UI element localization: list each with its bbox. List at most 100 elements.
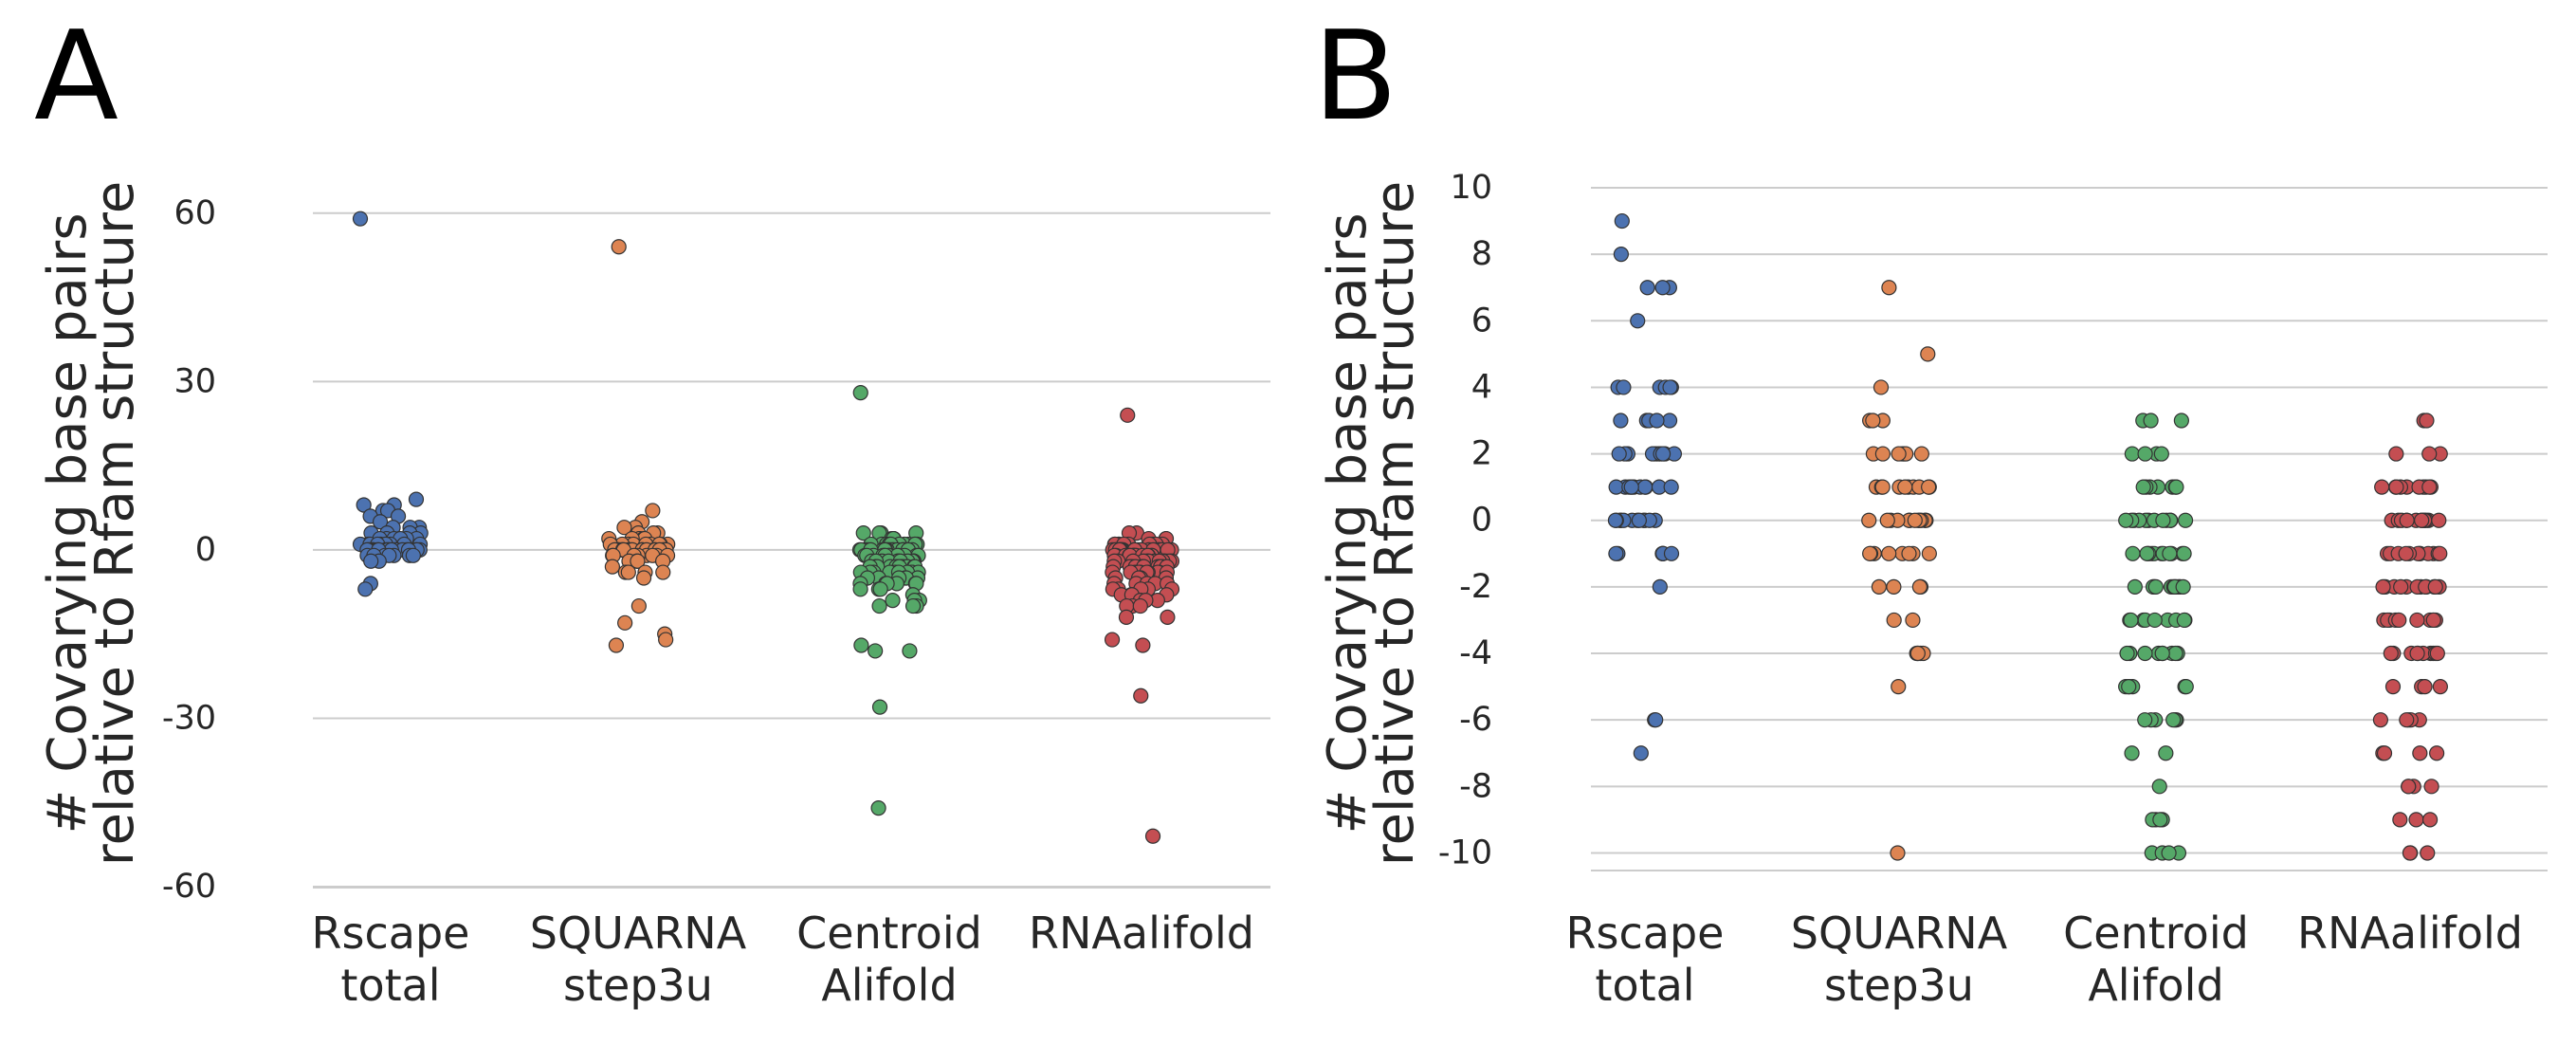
- data-point: [1608, 545, 1624, 561]
- data-point: [1890, 845, 1906, 861]
- data-point: [408, 491, 425, 507]
- data-point: [2151, 779, 2167, 795]
- data-point: [1654, 280, 1671, 296]
- x-tick-label-line: Alifold: [821, 960, 957, 1011]
- data-point: [2135, 479, 2151, 495]
- data-point: [1886, 578, 1902, 595]
- data-point: [2417, 678, 2433, 695]
- x-tick-label-line: step3u: [563, 960, 713, 1011]
- data-point: [1663, 545, 1680, 561]
- data-point: [2139, 545, 2155, 561]
- data-point: [1631, 512, 1647, 528]
- x-tick-label-line: Centroid: [2063, 908, 2249, 959]
- data-point: [1907, 512, 1923, 528]
- data-point: [2429, 645, 2445, 662]
- y-tick-label: -4: [1459, 634, 1492, 672]
- data-point: [2398, 545, 2414, 561]
- data-point: [2167, 645, 2183, 662]
- data-point: [2155, 512, 2171, 528]
- data-point: [1652, 578, 1668, 595]
- y-tick-label: 0: [195, 531, 216, 569]
- data-point: [1865, 412, 1881, 429]
- data-point: [1654, 446, 1672, 462]
- data-point: [872, 581, 888, 597]
- data-point: [2421, 812, 2439, 828]
- data-point: [2137, 712, 2153, 728]
- data-point: [2421, 479, 2438, 495]
- data-point: [2161, 845, 2177, 861]
- data-point: [2375, 578, 2391, 595]
- data-point: [885, 593, 901, 609]
- data-point: [1921, 545, 1937, 561]
- x-tick-label-line: SQUARNA: [1791, 908, 2008, 959]
- data-point: [1614, 212, 1630, 229]
- data-point: [1920, 346, 1936, 362]
- data-point: [1874, 479, 1891, 495]
- data-point: [1630, 313, 1646, 329]
- panel-letter-a: A: [34, 4, 119, 148]
- y-tick-label: 4: [1471, 368, 1492, 406]
- data-point: [1613, 412, 1629, 429]
- data-point: [2178, 678, 2194, 695]
- data-point: [852, 581, 868, 597]
- data-point: [2409, 612, 2425, 629]
- x-tick-label-line: Rscape: [1566, 908, 1725, 959]
- x-tick-label-line: step3u: [1824, 960, 1974, 1011]
- data-point: [1897, 479, 1913, 495]
- panel-a: A 60 30 0 -30 -60 # Covarying base pairsrelat…: [34, 4, 1270, 1011]
- data-point: [2402, 845, 2419, 861]
- data-point: [2125, 545, 2141, 561]
- data-point: [2388, 446, 2404, 462]
- data-point: [2393, 578, 2409, 595]
- data-point: [2175, 578, 2191, 595]
- data-point: [2137, 446, 2153, 462]
- data-point: [405, 547, 421, 563]
- data-point: [363, 553, 379, 569]
- data-point: [1862, 545, 1878, 561]
- data-point: [2408, 812, 2424, 828]
- data-point: [2123, 612, 2139, 629]
- data-point: [2147, 612, 2163, 629]
- data-point: [616, 520, 632, 536]
- data-point: [1613, 247, 1629, 263]
- data-point: [1921, 479, 1937, 495]
- data-point: [1891, 678, 1907, 695]
- data-point: [1118, 609, 1135, 626]
- data-point: [1879, 512, 1895, 528]
- y-tick-label: -2: [1459, 568, 1492, 606]
- y-tick-label: 6: [1471, 302, 1492, 339]
- x-tick-label: SQUARNA step3u: [530, 908, 747, 1011]
- y-axis-title: # Covarying base pairs: [37, 212, 99, 834]
- data-point: [868, 643, 884, 659]
- data-point: [1135, 637, 1151, 653]
- data-point: [2168, 479, 2184, 495]
- y-tick-label: 8: [1471, 235, 1492, 273]
- x-tick-label: Rscape total: [312, 908, 470, 1011]
- panel-b: B 10 8 6 4 2 0 -2 -4 -6 -8 -10 # Covarying base pai…: [1313, 4, 2548, 1011]
- y-tick-label: 2: [1471, 435, 1492, 473]
- data-point: [871, 597, 887, 614]
- data-point: [2420, 845, 2436, 861]
- data-point: [2147, 578, 2164, 595]
- data-point: [2119, 645, 2135, 662]
- data-point: [1144, 828, 1161, 844]
- x-tick-label-line: RNAalifold: [1029, 908, 1254, 959]
- data-point: [2374, 479, 2390, 495]
- data-point: [1649, 412, 1665, 429]
- data-point: [1891, 446, 1907, 462]
- data-point: [1611, 446, 1627, 462]
- data-point: [2165, 712, 2182, 728]
- data-point: [871, 699, 888, 715]
- data-point: [2124, 446, 2140, 462]
- data-point: [1608, 479, 1624, 495]
- data-point: [2401, 779, 2417, 795]
- data-point: [2392, 812, 2408, 828]
- data-point: [655, 564, 671, 580]
- data-point: [1120, 407, 1136, 423]
- x-tick-label-line: Rscape: [312, 908, 470, 959]
- data-point: [2154, 645, 2170, 662]
- data-point: [2176, 612, 2192, 629]
- data-point: [2127, 578, 2143, 595]
- y-tick-label: -30: [162, 699, 216, 737]
